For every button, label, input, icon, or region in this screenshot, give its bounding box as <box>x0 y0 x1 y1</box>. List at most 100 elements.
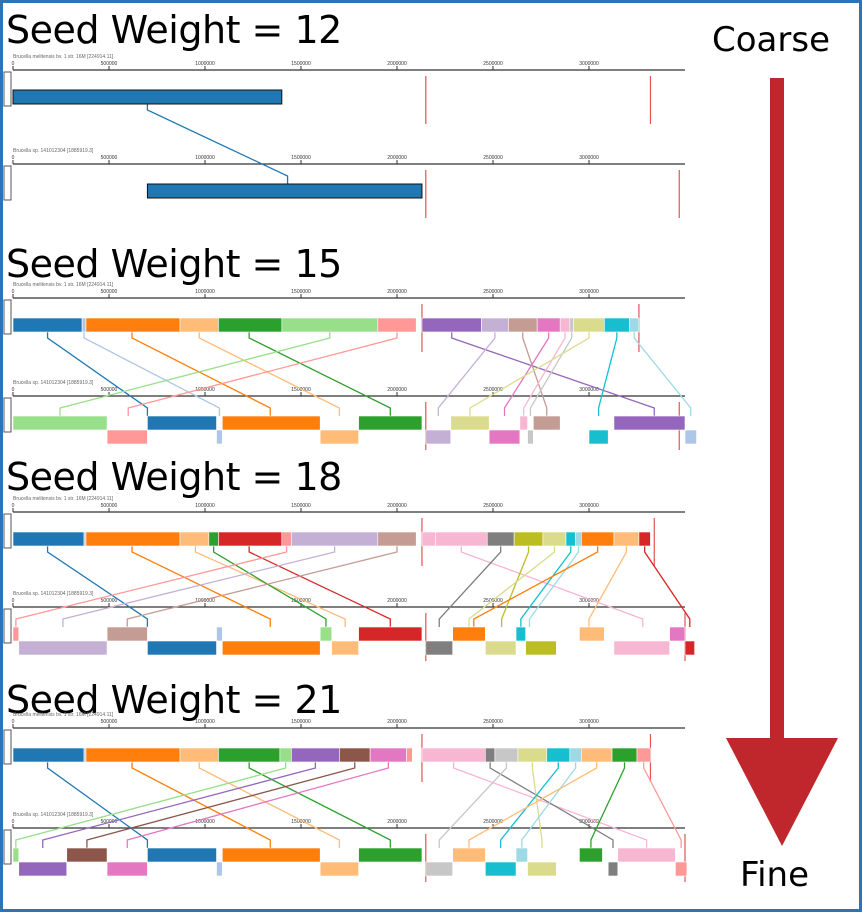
reference-lcb-block <box>481 317 509 333</box>
query-lcb-block <box>525 640 557 656</box>
synteny-link <box>588 546 628 627</box>
alignment-panel-4: 0 500000 1000000 1500000 2000000 2500000 30000… <box>3 712 688 882</box>
synteny-link <box>248 762 391 848</box>
reference-lcb-block <box>559 317 571 333</box>
reference-genome-scroll-handle <box>3 513 12 549</box>
query-lcb-block <box>106 626 148 642</box>
query-genome-tick-label: 3000000 <box>579 598 599 604</box>
reference-lcb-block <box>494 747 519 763</box>
reference-genome-tick-label: 1000000 <box>195 289 215 295</box>
reference-lcb-block <box>542 531 567 547</box>
reference-genome-scroll-handle <box>3 71 12 107</box>
query-genome-scroll-handle <box>3 829 12 865</box>
synteny-link <box>131 762 271 848</box>
reference-genome-genome-name: Brucella melitensis bv. 1 str. 16M [2249… <box>13 712 114 718</box>
reference-lcb-block <box>377 317 417 333</box>
synteny-link <box>489 762 614 848</box>
query-lcb-block <box>527 429 534 445</box>
panel-title-1: Seed Weight = 12 <box>6 8 342 52</box>
reference-lcb-block <box>85 317 181 333</box>
reference-lcb-block <box>369 747 407 763</box>
synteny-link <box>212 546 327 627</box>
reference-genome-tick-label: 2500000 <box>483 503 503 509</box>
reference-genome-tick-label: 2500000 <box>483 719 503 725</box>
query-lcb-block <box>18 640 108 656</box>
panel-title-2: Seed Weight = 15 <box>6 242 342 286</box>
reference-genome-scroll-handle <box>3 299 12 335</box>
reference-genome-genome-name: Brucella melitensis bv. 1 str. 16M [2249… <box>13 496 114 502</box>
query-genome-tick-label: 0 <box>12 819 15 825</box>
synteny-link <box>438 546 502 627</box>
query-lcb-block <box>146 183 423 199</box>
synteny-link <box>643 762 682 848</box>
synteny-link <box>83 332 221 416</box>
panel-title-3: Seed Weight = 18 <box>6 455 342 499</box>
reference-genome-tick-label: 1500000 <box>291 289 311 295</box>
fine-label: Fine <box>740 855 809 895</box>
query-lcb-block <box>106 429 148 445</box>
query-lcb-block <box>617 847 676 863</box>
query-lcb-block <box>358 415 423 431</box>
coarse-label: Coarse <box>712 20 830 60</box>
reference-lcb-block <box>486 531 515 547</box>
synteny-link <box>59 332 331 416</box>
query-lcb-block <box>358 626 423 642</box>
query-lcb-block <box>319 626 333 642</box>
reference-lcb-block <box>279 747 292 763</box>
query-genome-tick-label: 1000000 <box>195 819 215 825</box>
reference-genome-tick-label: 1500000 <box>291 719 311 725</box>
synteny-link <box>521 762 577 848</box>
synteny-link <box>62 546 336 627</box>
reference-genome-tick-label: 2000000 <box>387 61 407 67</box>
reference-genome-tick-label: 2000000 <box>387 503 407 509</box>
query-genome-tick-label: 2500000 <box>483 598 503 604</box>
synteny-link <box>469 332 590 416</box>
reference-genome-tick-label: 0 <box>12 503 15 509</box>
query-lcb-block <box>12 847 20 863</box>
reference-genome-tick-label: 500000 <box>101 289 118 295</box>
query-genome-tick-label: 1500000 <box>291 598 311 604</box>
query-lcb-block <box>519 415 528 431</box>
synteny-link <box>529 332 573 416</box>
reference-lcb-block <box>636 747 651 763</box>
reference-lcb-block <box>281 531 292 547</box>
reference-lcb-block <box>611 747 638 763</box>
synteny-link <box>468 762 598 848</box>
synteny-link <box>437 332 496 416</box>
reference-lcb-block <box>604 317 630 333</box>
reference-lcb-block <box>281 317 379 333</box>
query-genome-tick-label: 2000000 <box>387 155 407 161</box>
query-lcb-block <box>533 415 561 431</box>
reference-lcb-block <box>435 531 488 547</box>
query-genome-genome-name: Brucella sp. 141012304 [1885919.3] <box>13 148 94 154</box>
query-lcb-block <box>613 640 670 656</box>
query-genome-tick-label: 1000000 <box>195 598 215 604</box>
query-lcb-block <box>358 847 423 863</box>
synteny-link <box>248 546 391 627</box>
synteny-link <box>500 762 559 848</box>
query-lcb-block <box>579 847 603 863</box>
query-lcb-block <box>106 861 148 877</box>
synteny-link <box>438 762 508 848</box>
query-genome-tick-label: 2000000 <box>387 819 407 825</box>
reference-lcb-block <box>546 747 571 763</box>
synteny-link <box>46 546 149 627</box>
reference-lcb-block <box>179 747 219 763</box>
reference-genome-scroll-handle <box>3 729 12 765</box>
synteny-link <box>522 332 548 416</box>
synteny-link <box>42 762 317 848</box>
reference-lcb-block <box>613 531 640 547</box>
synteny-link <box>590 762 626 848</box>
synteny-link <box>126 762 390 848</box>
synteny-link <box>146 104 289 184</box>
query-genome-tick-label: 2500000 <box>483 387 503 393</box>
reference-genome-tick-label: 1000000 <box>195 503 215 509</box>
synteny-link <box>86 762 356 848</box>
reference-genome-tick-label: 3000000 <box>579 61 599 67</box>
query-lcb-block <box>684 429 697 445</box>
query-genome-scroll-handle <box>3 165 12 201</box>
reference-genome-tick-label: 1000000 <box>195 61 215 67</box>
reference-lcb-block <box>85 747 181 763</box>
reference-genome-tick-label: 500000 <box>101 61 118 67</box>
